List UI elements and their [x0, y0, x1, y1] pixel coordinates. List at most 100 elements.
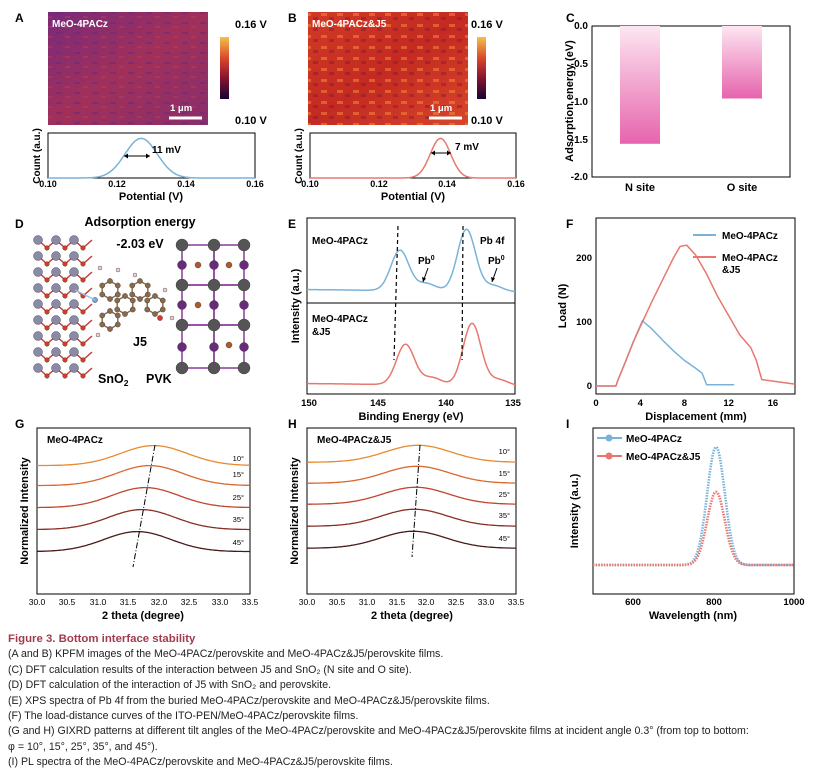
sno2-sn-atom [51, 283, 61, 293]
j5-c-atom [122, 311, 128, 317]
cbar-bottom-b: 0.10 V [471, 115, 503, 127]
g-curve-2 [37, 486, 250, 509]
j5-c-atom [114, 291, 121, 298]
b-xtick-3: 0.16 [507, 179, 525, 189]
h-xtick-7: 33.5 [508, 597, 525, 607]
pvk-pb-atom [237, 238, 251, 252]
g-angle-3: 35° [233, 515, 244, 524]
figure-caption: Figure 3. Bottom interface stability (A … [8, 632, 826, 771]
i-ylabel: Intensity (a.u.) [569, 473, 581, 548]
f-ytick-2: 200 [576, 253, 592, 264]
g-xtick-1: 30.5 [59, 597, 76, 607]
pvk-pb-atom [207, 238, 221, 252]
h-curve-0 [307, 444, 517, 463]
j5-o-atom [157, 315, 163, 321]
j5-c-atom [114, 306, 121, 313]
sno2-o-atom [62, 357, 68, 363]
g-ylabel: Normalized Intensity [19, 456, 31, 564]
h-curve-3 [307, 508, 516, 527]
j5-c-atom [152, 293, 158, 299]
f-legend-1: MeO-4PACz [722, 253, 778, 264]
h-curve-2 [307, 486, 516, 505]
g-curve-4 [36, 530, 250, 553]
kpfm-label-b: MeO-4PACz&J5 [312, 19, 387, 30]
e-xtick-0: 150 [301, 398, 317, 409]
j5-c-atom [144, 291, 151, 298]
j5-c-atom [144, 297, 151, 304]
pvk-pb-atom [175, 361, 189, 375]
colorbar-a [220, 37, 229, 99]
j5-c-atom [107, 326, 113, 332]
c-ytick-3: -1.5 [571, 135, 589, 146]
c-cat-1: O site [727, 182, 758, 194]
sno2-o-atom [80, 245, 86, 251]
caption-line: (C) DFT calculation results of the inter… [8, 663, 412, 676]
sno2-o-atom [44, 293, 50, 299]
j5-c-atom [107, 296, 113, 302]
panel-label-e: E [288, 217, 296, 231]
b-xtick-1: 0.12 [370, 179, 388, 189]
j5-c-atom [114, 282, 121, 289]
f-ytick-1: 100 [576, 317, 592, 328]
h-angle-0: 10° [499, 447, 510, 456]
sno2-sn-atom [69, 363, 79, 373]
d-title: Adsorption energy [84, 215, 195, 229]
sno2-sn-atom [33, 331, 43, 341]
h-angle-3: 35° [499, 511, 510, 520]
g-label: MeO-4PACz [47, 435, 103, 446]
a-xtick-0: 0.10 [39, 179, 57, 189]
pvk-i-atom [209, 260, 219, 270]
sno2-o-atom [62, 325, 68, 331]
fwhm-a: 11 mV [152, 145, 181, 156]
f-xtick-3: 12 [723, 398, 734, 409]
g-curve-3 [37, 508, 250, 531]
j5-c-atom [99, 291, 106, 298]
bar-n-site [620, 26, 660, 144]
h-xtick-0: 30.0 [299, 597, 316, 607]
h-xtick-5: 32.5 [448, 597, 465, 607]
scalebar-a: 1 μm [170, 103, 192, 114]
pvk-i-atom [177, 300, 187, 310]
c-ytick-2: -1.0 [571, 97, 589, 108]
h-xtick-1: 30.5 [329, 597, 346, 607]
a-xtick-3: 0.16 [246, 179, 264, 189]
g-xtick-3: 31.5 [120, 597, 137, 607]
sno2-o-atom [80, 325, 86, 331]
pvk-pb-atom [175, 318, 189, 332]
h-curve-4 [307, 530, 516, 549]
pvk-pb-atom [237, 318, 251, 332]
sno2-o-atom [44, 341, 50, 347]
caption-line: (E) XPS spectra of Pb 4f from the buried… [8, 694, 490, 707]
sno2-o-atom [44, 357, 50, 363]
b-xtick-0: 0.10 [301, 179, 319, 189]
f-curve-red [596, 244, 796, 387]
f-ylabel: Load (N) [557, 283, 569, 328]
d-label-sno2: SnO2 [98, 372, 129, 388]
d-energy: -2.03 eV [116, 237, 164, 251]
sno2-sn-atom [69, 251, 79, 261]
j5-molecule [74, 265, 175, 338]
j5-c-atom [137, 278, 143, 284]
sno2-structure [33, 235, 93, 379]
sno2-sn-atom [69, 315, 79, 325]
a-xlabel: Potential (V) [119, 191, 184, 203]
a-xtick-2: 0.14 [177, 179, 195, 189]
f-xtick-1: 4 [638, 398, 644, 409]
sno2-o-atom [62, 341, 68, 347]
e-label-bottom-2: &J5 [312, 327, 331, 338]
g-xtick-0: 30.0 [29, 597, 46, 607]
sno2-sn-atom [51, 251, 61, 261]
j5-c-atom [159, 297, 166, 304]
e-xlabel: Binding Energy (eV) [358, 411, 463, 423]
a-ylabel: Count (a.u.) [32, 128, 43, 184]
h-xlabel: 2 theta (degree) [371, 610, 453, 622]
j5-c-atom [114, 321, 121, 328]
sno2-sn-atom [33, 299, 43, 309]
h-xtick-4: 32.0 [418, 597, 435, 607]
f-legend-2: &J5 [722, 265, 741, 276]
j5-h-atom [162, 287, 168, 293]
f-ytick-0: 0 [587, 381, 592, 392]
pvk-cation-atom [225, 261, 233, 269]
sno2-o-atom [80, 261, 86, 267]
e-pb4f: Pb 4f [480, 236, 505, 247]
